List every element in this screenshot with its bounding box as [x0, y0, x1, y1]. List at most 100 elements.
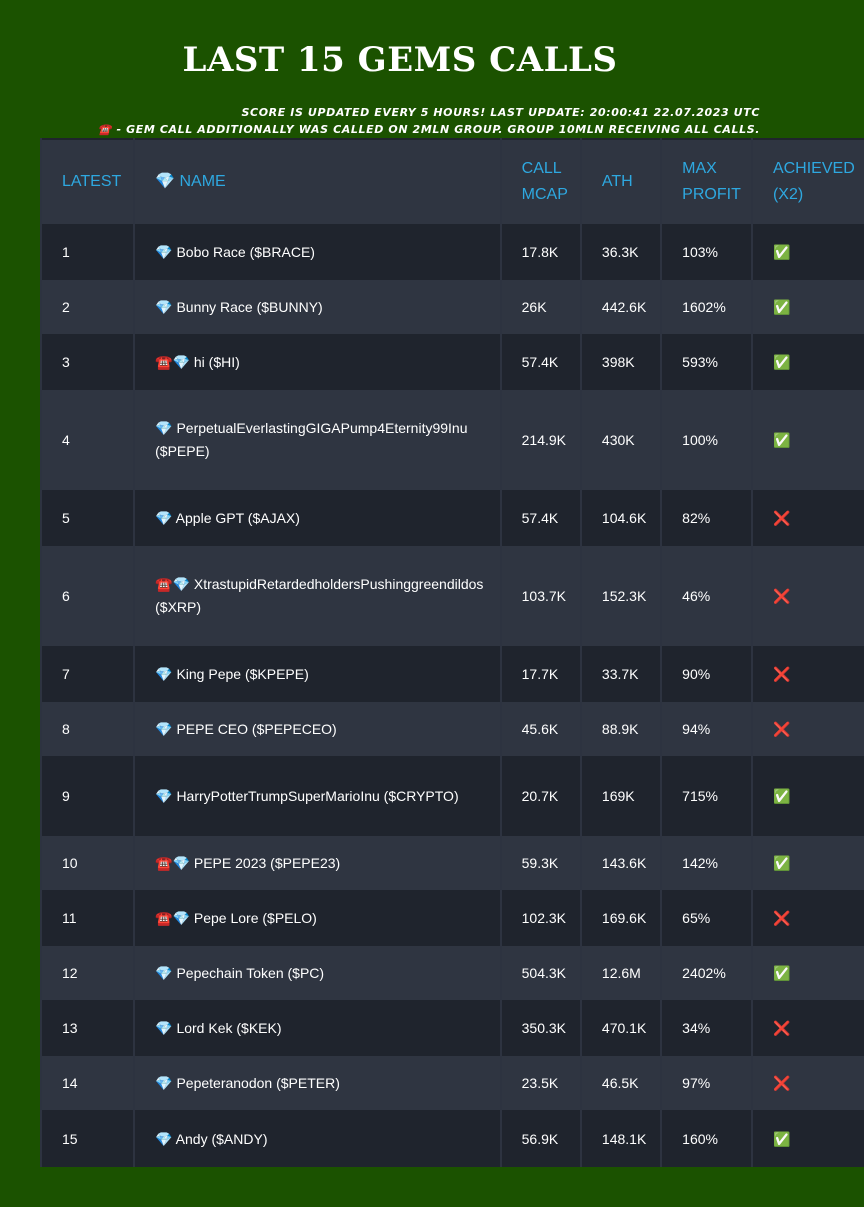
achieved-icon: ❌ [752, 646, 864, 702]
ath-value: 398K [581, 334, 661, 390]
achieved-icon: ❌ [752, 1000, 864, 1056]
row-number: 13 [42, 1000, 134, 1056]
row-number: 3 [42, 334, 134, 390]
call-mcap: 102.3K [501, 890, 580, 946]
ath-value: 143.6K [581, 836, 661, 890]
token-name: 💎 Pepeteranodon ($PETER) [135, 1056, 500, 1110]
table-row: 10 ☎️💎 PEPE 2023 ($PEPE23) 59.3K 143.6K 142%… [42, 836, 864, 890]
call-mcap: 103.7K [501, 546, 580, 646]
row-number: 8 [42, 702, 134, 756]
header-ath: ATH [581, 138, 661, 224]
achieved-icon: ✅ [752, 334, 864, 390]
row-number: 9 [42, 756, 134, 836]
row-number: 6 [42, 546, 134, 646]
max-profit: 2402% [662, 946, 751, 1000]
table-row: 14 💎 Pepeteranodon ($PETER) 23.5K 46.5K 97% ❌ [42, 1056, 864, 1110]
token-name: 💎 Apple GPT ($AJAX) [135, 490, 500, 546]
table-row: 8 💎 PEPE CEO ($PEPECEO) 45.6K 88.9K 94% ❌ [42, 702, 864, 756]
achieved-icon: ✅ [752, 946, 864, 1000]
ath-value: 442.6K [581, 280, 661, 334]
header-name: 💎 NAME [135, 138, 500, 224]
row-number: 10 [42, 836, 134, 890]
ath-value: 430K [581, 390, 661, 490]
max-profit: 46% [662, 546, 751, 646]
table-row: 11 ☎️💎 Pepe Lore ($PELO) 102.3K 169.6K 65% ❌ [42, 890, 864, 946]
row-number: 7 [42, 646, 134, 702]
table-row: 1 💎 Bobo Race ($BRACE) 17.8K 36.3K 103% ✅ [42, 224, 864, 280]
achieved-icon: ❌ [752, 1056, 864, 1110]
row-number: 5 [42, 490, 134, 546]
call-mcap: 20.7K [501, 756, 580, 836]
header-max-profit: MAX PROFIT [662, 138, 751, 224]
table-row: 2 💎 Bunny Race ($BUNNY) 26K 442.6K 1602% ✅ [42, 280, 864, 334]
max-profit: 100% [662, 390, 751, 490]
ath-value: 36.3K [581, 224, 661, 280]
token-name: 💎 Bunny Race ($BUNNY) [135, 280, 500, 334]
call-mcap: 350.3K [501, 1000, 580, 1056]
token-name: ☎️💎 hi ($HI) [135, 334, 500, 390]
call-mcap: 59.3K [501, 836, 580, 890]
table-body: 1 💎 Bobo Race ($BRACE) 17.8K 36.3K 103% ✅ 2 💎 B… [42, 224, 864, 1167]
row-number: 2 [42, 280, 134, 334]
gems-table-container: LATEST 💎 NAME CALL MCAP ATH MAX PROFIT A… [40, 138, 864, 1167]
ath-value: 470.1K [581, 1000, 661, 1056]
call-mcap: 214.9K [501, 390, 580, 490]
group-note: ☎️ - GEM CALL ADDITIONALLY WAS CALLED ON… [97, 123, 760, 136]
table-row: 4 💎 PerpetualEverlastingGIGAPump4Eternity… [42, 390, 864, 490]
achieved-icon: ✅ [752, 836, 864, 890]
ath-value: 152.3K [581, 546, 661, 646]
row-number: 14 [42, 1056, 134, 1110]
token-name: ☎️💎 XtrastupidRetardedholdersPushinggree… [135, 546, 500, 646]
ath-value: 12.6M [581, 946, 661, 1000]
row-number: 12 [42, 946, 134, 1000]
ath-value: 148.1K [581, 1110, 661, 1167]
row-number: 1 [42, 224, 134, 280]
table-row: 13 💎 Lord Kek ($KEK) 350.3K 470.1K 34% ❌ [42, 1000, 864, 1056]
ath-value: 169.6K [581, 890, 661, 946]
call-mcap: 17.8K [501, 224, 580, 280]
achieved-icon: ✅ [752, 224, 864, 280]
max-profit: 142% [662, 836, 751, 890]
table-row: 5 💎 Apple GPT ($AJAX) 57.4K 104.6K 82% ❌ [42, 490, 864, 546]
achieved-icon: ✅ [752, 390, 864, 490]
row-number: 15 [42, 1110, 134, 1167]
call-mcap: 504.3K [501, 946, 580, 1000]
table-row: 7 💎 King Pepe ($KPEPE) 17.7K 33.7K 90% ❌ [42, 646, 864, 702]
table-header-row: LATEST 💎 NAME CALL MCAP ATH MAX PROFIT A… [42, 138, 864, 224]
call-mcap: 26K [501, 280, 580, 334]
table-row: 3 ☎️💎 hi ($HI) 57.4K 398K 593% ✅ [42, 334, 864, 390]
token-name: 💎 Pepechain Token ($PC) [135, 946, 500, 1000]
token-name: 💎 King Pepe ($KPEPE) [135, 646, 500, 702]
max-profit: 65% [662, 890, 751, 946]
header-call-mcap: CALL MCAP [501, 138, 580, 224]
table-row: 15 💎 Andy ($ANDY) 56.9K 148.1K 160% ✅ [42, 1110, 864, 1167]
page-title: LAST 15 GEMS CALLS [182, 40, 618, 80]
gems-calls-table: LATEST 💎 NAME CALL MCAP ATH MAX PROFIT A… [40, 138, 864, 1167]
achieved-icon: ❌ [752, 890, 864, 946]
ath-value: 46.5K [581, 1056, 661, 1110]
max-profit: 97% [662, 1056, 751, 1110]
ath-value: 88.9K [581, 702, 661, 756]
token-name: 💎 PerpetualEverlastingGIGAPump4Eternity9… [135, 390, 500, 490]
row-number: 11 [42, 890, 134, 946]
call-mcap: 17.7K [501, 646, 580, 702]
token-name: ☎️💎 Pepe Lore ($PELO) [135, 890, 500, 946]
ath-value: 33.7K [581, 646, 661, 702]
max-profit: 103% [662, 224, 751, 280]
max-profit: 82% [662, 490, 751, 546]
max-profit: 1602% [662, 280, 751, 334]
table-row: 12 💎 Pepechain Token ($PC) 504.3K 12.6M 2402… [42, 946, 864, 1000]
header-achieved: ACHIEVED (x2) [752, 138, 864, 224]
call-mcap: 57.4K [501, 334, 580, 390]
token-name: ☎️💎 PEPE 2023 ($PEPE23) [135, 836, 500, 890]
max-profit: 160% [662, 1110, 751, 1167]
row-number: 4 [42, 390, 134, 490]
token-name: 💎 Bobo Race ($BRACE) [135, 224, 500, 280]
achieved-icon: ✅ [752, 1110, 864, 1167]
max-profit: 34% [662, 1000, 751, 1056]
table-row: 6 ☎️💎 XtrastupidRetardedholdersPushinggre… [42, 546, 864, 646]
achieved-icon: ❌ [752, 490, 864, 546]
token-name: 💎 Lord Kek ($KEK) [135, 1000, 500, 1056]
achieved-icon: ✅ [752, 280, 864, 334]
token-name: 💎 Andy ($ANDY) [135, 1110, 500, 1167]
